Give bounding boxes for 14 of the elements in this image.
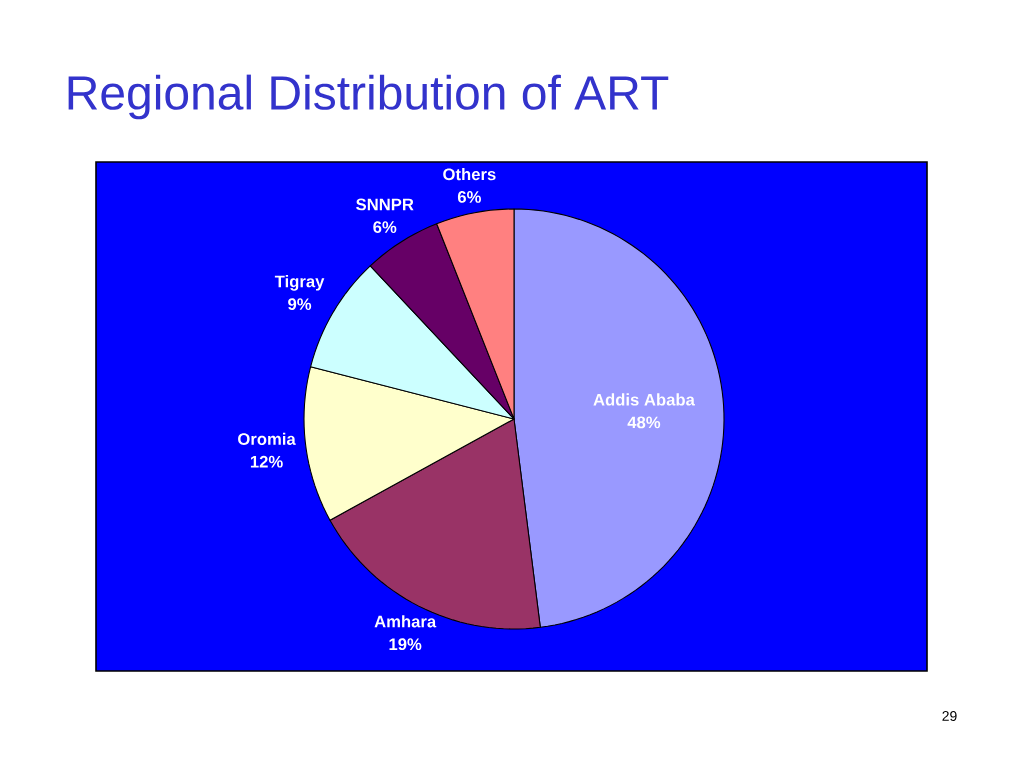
data-label: 9% [288, 298, 312, 311]
data-label: 12% [250, 455, 283, 468]
data-label: 19% [389, 638, 422, 651]
chart-title: Regional Distribution of ART [68, 74, 669, 120]
slice-label: SNNPR [356, 198, 414, 211]
data-label: 48% [627, 416, 661, 429]
slice-label: Oromia [238, 432, 296, 445]
data-label: 6% [373, 221, 397, 233]
slice-label: Others [443, 167, 496, 181]
slice-label: Amhara [374, 615, 437, 628]
slice-label: Addis Ababa [593, 393, 695, 406]
data-label: 6% [457, 191, 481, 203]
text: 29 [942, 711, 957, 721]
slice-label: Tigray [274, 275, 325, 291]
